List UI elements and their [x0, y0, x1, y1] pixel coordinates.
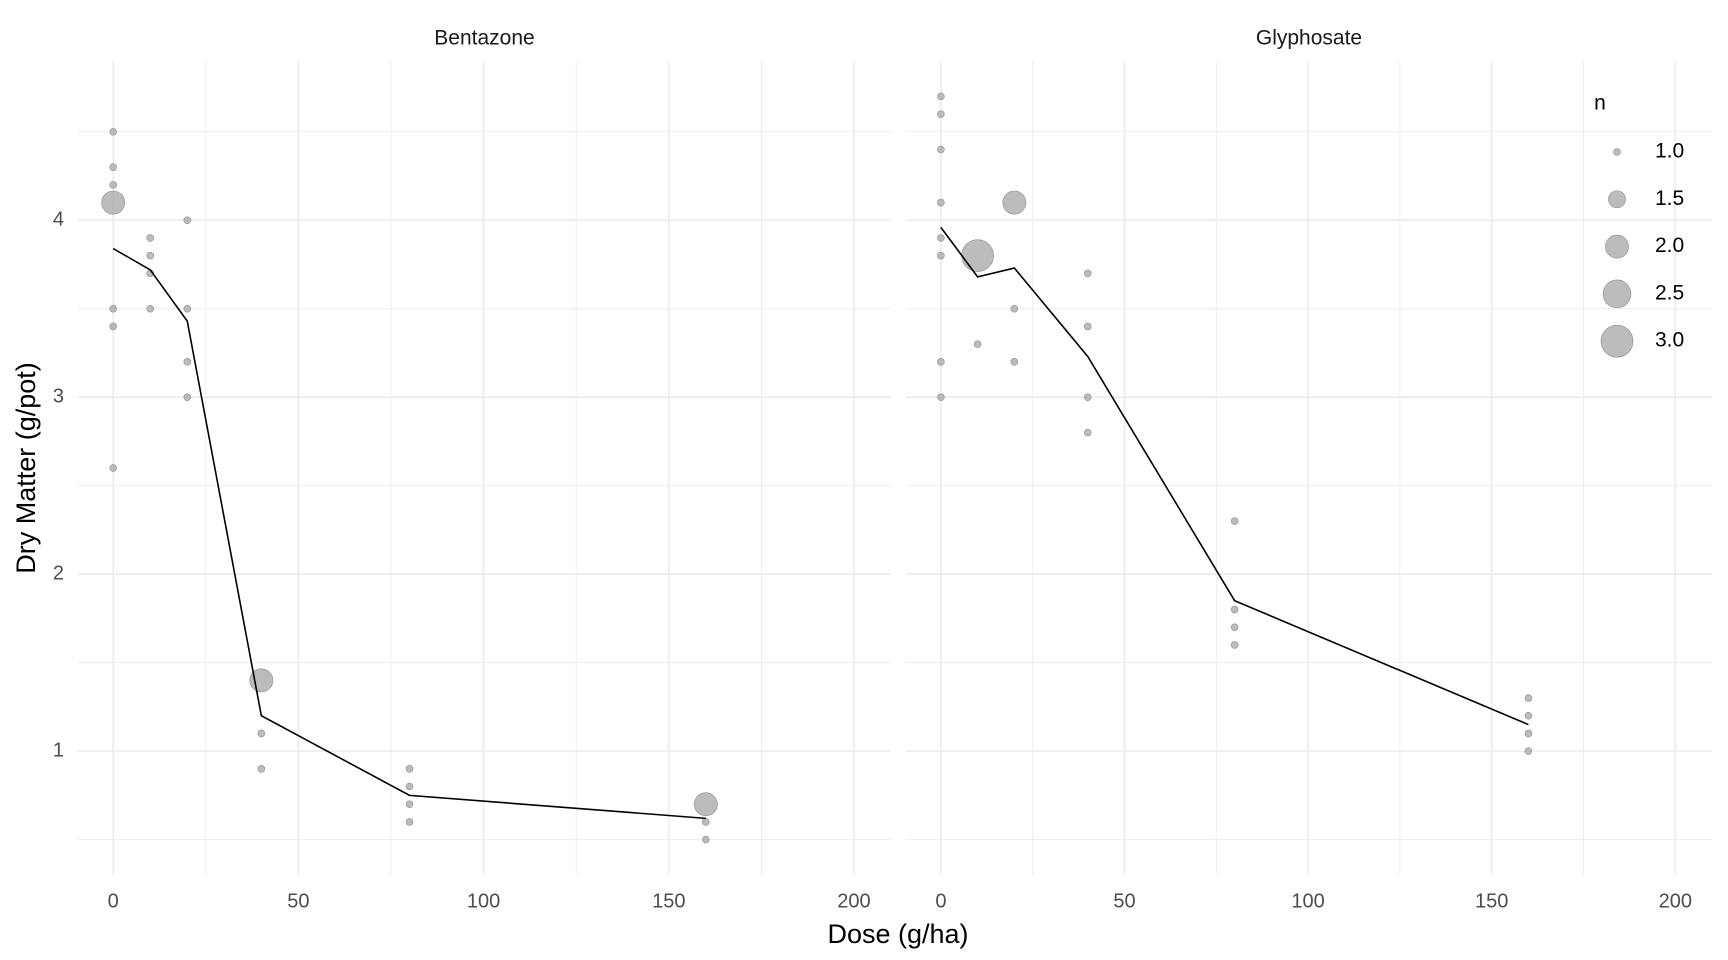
point — [937, 393, 945, 401]
point — [183, 358, 192, 366]
fit-line — [940, 226, 1529, 726]
point — [1230, 623, 1239, 632]
point — [405, 818, 414, 826]
point — [109, 322, 117, 331]
y-tick-label: 2 — [53, 562, 64, 584]
legend-key — [1600, 324, 1634, 358]
legend-label: 3.0 — [1655, 329, 1684, 352]
x-tick-label: 100 — [467, 890, 500, 912]
point — [109, 304, 117, 313]
x-tick-label: 200 — [837, 890, 870, 912]
point — [1083, 428, 1092, 437]
point — [1230, 517, 1239, 525]
point — [1083, 269, 1092, 278]
point — [257, 765, 266, 773]
point — [101, 190, 126, 215]
point — [109, 163, 117, 171]
point — [937, 92, 945, 101]
facet-title: Bentazone — [434, 27, 534, 50]
point — [937, 251, 945, 260]
point — [1010, 358, 1019, 366]
y-tick-label: 3 — [53, 385, 64, 407]
point — [183, 393, 192, 401]
point — [146, 251, 154, 260]
legend-title: n — [1594, 92, 1606, 115]
point — [1010, 304, 1019, 313]
legend-key — [1608, 190, 1626, 209]
point — [1524, 747, 1533, 755]
legend-label: 2.5 — [1655, 281, 1684, 304]
x-tick-label: 0 — [108, 890, 119, 912]
point — [973, 340, 982, 348]
x-axis-title: Dose (g/ha) — [827, 919, 968, 949]
point — [937, 234, 945, 242]
point — [1230, 641, 1239, 649]
point — [405, 782, 414, 791]
point — [937, 198, 945, 207]
x-tick-label: 200 — [1659, 890, 1692, 912]
point — [1002, 190, 1027, 215]
x-tick-label: 50 — [287, 890, 309, 912]
point — [109, 128, 117, 136]
legend-key — [1602, 279, 1632, 309]
point — [405, 800, 414, 808]
facet-title: Glyphosate — [1256, 27, 1362, 50]
point — [183, 304, 192, 313]
point — [146, 304, 154, 313]
legend-label: 1.0 — [1655, 140, 1684, 163]
x-tick-label: 50 — [1113, 890, 1135, 912]
point — [1524, 729, 1533, 738]
point — [937, 145, 945, 154]
point — [405, 765, 414, 773]
y-tick-label: 4 — [53, 209, 64, 231]
y-tick-label: 1 — [53, 739, 64, 761]
point — [1083, 322, 1092, 331]
point — [1524, 711, 1533, 720]
y-axis-title: Dry Matter (g/pot) — [11, 362, 41, 574]
point — [702, 835, 710, 844]
point — [146, 234, 154, 242]
point — [183, 216, 192, 225]
point — [702, 818, 710, 826]
point — [937, 110, 945, 118]
legend-label: 2.0 — [1655, 234, 1684, 257]
legend-key — [1613, 148, 1621, 156]
point — [693, 792, 718, 817]
legend-key — [1605, 234, 1629, 259]
x-tick-label: 0 — [935, 890, 946, 912]
point — [937, 358, 945, 366]
point — [257, 729, 266, 738]
x-tick-label: 150 — [652, 890, 685, 912]
x-tick-label: 150 — [1475, 890, 1508, 912]
fit-line — [112, 247, 706, 820]
point — [1083, 393, 1092, 401]
point — [109, 464, 117, 472]
legend-label: 1.5 — [1655, 187, 1684, 210]
x-tick-label: 100 — [1291, 890, 1324, 912]
point — [1524, 694, 1533, 702]
point — [109, 181, 117, 189]
point — [961, 239, 994, 272]
point — [1230, 605, 1239, 614]
